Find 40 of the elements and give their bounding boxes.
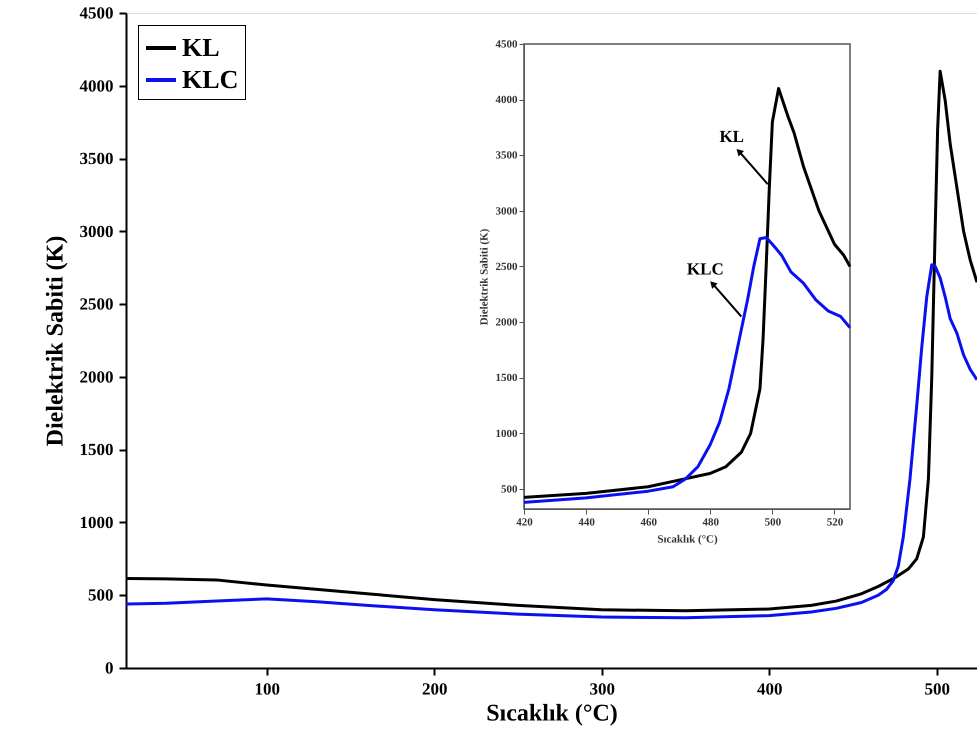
y-tick-label: 4000 [496,94,518,106]
y-tick-label: 0 [105,658,114,678]
x-tick-label: 500 [764,516,782,528]
legend-label: KLC [182,65,238,94]
y-tick-label: 1000 [496,428,518,440]
y-tick-label: 500 [88,586,114,605]
x-tick-label: 420 [516,516,534,528]
y-axis-title: Dielektrik Sabiti (K) [478,228,490,326]
line-series [522,236,852,504]
y-tick-label: 4500 [496,38,518,50]
x-tick-label: 520 [826,516,844,528]
annotation: KLC [686,260,724,279]
legend-label: KL [182,33,220,62]
x-tick-label: 480 [702,516,720,528]
y-tick-label: 1000 [80,512,114,532]
y-tick-label: 2500 [80,294,114,314]
y-tick-label: 1500 [80,440,114,460]
x-tick-label: 460 [640,516,658,528]
y-tick-label: 2000 [80,367,114,386]
y-tick-label: 2000 [496,316,518,329]
x-tick-label: 500 [924,680,950,698]
y-tick-label: 3000 [80,222,114,241]
y-tick-label: 4000 [80,76,114,96]
x-tick-label: 100 [254,680,280,698]
y-tick-label: 1500 [496,372,518,384]
x-tick-label: 400 [757,680,783,698]
y-tick-label: 3000 [496,205,518,218]
x-axis-title: Sıcaklık (°C) [657,534,718,546]
x-axis-title: Sıcaklık (°C) [486,700,618,726]
annotation: KL [719,127,744,146]
line-series [522,87,852,499]
x-tick-label: 300 [590,680,616,698]
y-tick-label: 3500 [496,150,518,162]
y-tick-label: 2500 [496,260,518,273]
x-tick-label: 440 [578,516,596,528]
y-tick-label: 500 [501,483,518,496]
y-tick-label: 3500 [80,149,114,168]
x-tick-label: 200 [422,680,448,698]
y-axis-title: Dielektrik Sabiti (K) [42,236,68,446]
y-tick-label: 4500 [80,4,114,22]
